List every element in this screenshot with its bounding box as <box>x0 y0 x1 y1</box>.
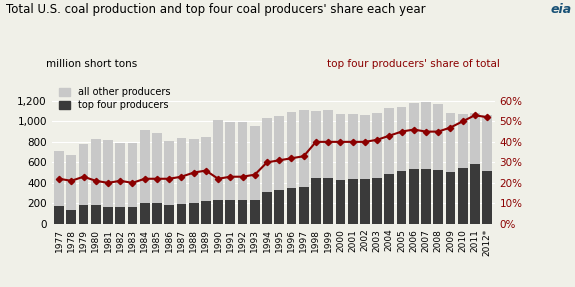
Bar <box>262 192 272 224</box>
Bar <box>323 178 333 224</box>
Bar <box>79 205 89 224</box>
Bar <box>397 170 407 224</box>
Bar <box>79 144 89 205</box>
Bar <box>421 102 431 169</box>
Bar <box>237 200 247 224</box>
Bar <box>421 169 431 224</box>
Bar <box>274 189 284 224</box>
Bar <box>91 139 101 205</box>
Bar <box>262 118 272 192</box>
Bar <box>128 208 137 224</box>
Text: Total U.S. coal production and top four coal producers' share each year: Total U.S. coal production and top four … <box>6 3 426 16</box>
Bar <box>140 203 150 224</box>
Bar <box>286 112 296 188</box>
Bar <box>201 137 211 201</box>
Bar <box>470 113 480 164</box>
Bar <box>225 200 235 224</box>
Bar <box>470 164 480 224</box>
Bar <box>250 200 260 224</box>
Bar <box>482 170 492 224</box>
Bar <box>189 203 198 224</box>
Bar <box>360 179 370 224</box>
Bar <box>213 200 223 224</box>
Bar <box>237 122 247 200</box>
Bar <box>458 168 467 224</box>
Bar <box>482 115 492 170</box>
Bar <box>177 204 186 224</box>
Bar <box>372 178 382 224</box>
Bar <box>299 187 309 224</box>
Bar <box>323 110 333 178</box>
Bar <box>311 178 321 224</box>
Bar <box>103 140 113 207</box>
Bar <box>54 206 64 224</box>
Bar <box>409 168 419 224</box>
Bar <box>103 207 113 224</box>
Legend: all other producers, top four producers: all other producers, top four producers <box>56 85 172 112</box>
Bar <box>250 127 260 200</box>
Bar <box>385 108 394 174</box>
Bar <box>140 129 150 203</box>
Bar <box>434 104 443 170</box>
Bar <box>189 139 198 203</box>
Bar <box>164 141 174 205</box>
Bar <box>446 113 455 172</box>
Bar <box>116 144 125 207</box>
Bar <box>54 151 64 206</box>
Text: top four producers' share of total: top four producers' share of total <box>327 59 500 69</box>
Bar <box>385 174 394 224</box>
Bar <box>446 172 455 224</box>
Bar <box>164 205 174 224</box>
Bar <box>360 115 370 179</box>
Bar <box>348 179 358 224</box>
Bar <box>397 107 407 170</box>
Bar <box>201 201 211 224</box>
Bar <box>335 180 345 224</box>
Bar <box>152 203 162 224</box>
Bar <box>116 207 125 224</box>
Bar <box>458 114 467 168</box>
Bar <box>274 116 284 189</box>
Bar <box>91 205 101 224</box>
Bar <box>311 111 321 178</box>
Bar <box>225 122 235 200</box>
Bar <box>372 113 382 178</box>
Bar <box>128 143 137 208</box>
Text: eia: eia <box>551 3 572 16</box>
Bar <box>213 120 223 200</box>
Bar <box>348 114 358 179</box>
Bar <box>335 114 345 180</box>
Bar <box>152 133 162 203</box>
Bar <box>177 138 186 204</box>
Bar <box>299 110 309 187</box>
Bar <box>434 170 443 224</box>
Bar <box>67 155 76 210</box>
Text: million short tons: million short tons <box>46 59 137 69</box>
Bar <box>409 103 419 168</box>
Bar <box>286 188 296 224</box>
Bar <box>67 210 76 224</box>
